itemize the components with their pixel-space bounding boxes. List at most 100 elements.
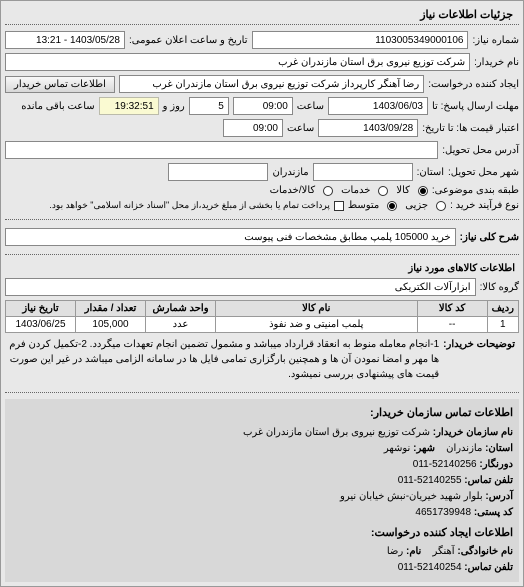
delivery-city-label: شهر محل تحویل: — [448, 167, 519, 178]
cell-code: -- — [417, 317, 487, 333]
contact-info-block: اطلاعات تماس سازمان خریدار: نام سازمان خ… — [5, 399, 519, 582]
col-row: ردیف — [487, 301, 518, 317]
contact-heading: اطلاعات تماس سازمان خریدار: — [11, 405, 513, 423]
notes-row: توضیحات خریدار: 1-انجام معامله منوط به ا… — [5, 333, 519, 386]
col-qty: تعداد / مقدار — [76, 301, 146, 317]
contact-postal-line: کد پستی: 4651739948 — [11, 505, 513, 521]
creator-field: رضا آهنگر کارپرداز شرکت توزیع نیروی برق … — [119, 75, 424, 93]
group-row: گروه کالا: ابزارآلات الکتریکی — [5, 276, 519, 298]
details-panel: جزئیات اطلاعات نیاز شماره نیاز: 11030053… — [0, 0, 524, 587]
contact-loc-line: استان: مازندران شهر: نوشهر — [11, 441, 513, 457]
requester-name-label: نام: — [406, 546, 421, 557]
province-field — [313, 163, 413, 181]
contact-org-line: نام سازمان خریدار: شرکت توزیع نیروی برق … — [11, 425, 513, 441]
items-section-title: اطلاعات کالاهای مورد نیاز — [5, 261, 519, 276]
col-unit: واحد شمارش — [146, 301, 216, 317]
process-row: نوع فرآیند خرید : جزیی متوسط پرداخت تمام… — [5, 198, 519, 213]
contact-address-label: آدرس: — [485, 491, 513, 502]
table-header-row: ردیف کد کالا نام کالا واحد شمارش تعداد /… — [6, 301, 519, 317]
buyer-name-label: نام خریدار: — [474, 57, 519, 68]
validity-label: اعتبار قیمت ها: تا تاریخ: — [422, 123, 519, 134]
contact-address-line: آدرس: بلوار شهید خیریان-نبش خیابان نیرو — [11, 489, 513, 505]
contact-postal-label: کد پستی: — [474, 507, 513, 518]
buyer-name-field: شرکت توزیع نیروی برق استان مازندران غرب — [5, 53, 470, 71]
province-word: استان: — [417, 167, 444, 178]
group-field: ابزارآلات الکتریکی — [5, 278, 476, 296]
group-label: گروه کالا: — [480, 282, 519, 293]
contact-fax-label: دورنگار: — [479, 459, 513, 470]
divider-1 — [5, 219, 519, 220]
deadline-reply-label: مهلت ارسال پاسخ: تا — [432, 101, 519, 112]
divider-3 — [5, 392, 519, 393]
time-label-2: ساعت — [287, 123, 314, 134]
validity-time: 09:00 — [223, 119, 283, 137]
cell-row: 1 — [487, 317, 518, 333]
contact-address: بلوار شهید خیریان-نبش خیابان نیرو — [340, 491, 483, 502]
notes-text: 1-انجام معامله منوط به انعقاد قرارداد می… — [9, 337, 439, 382]
public-date-label: تاریخ و ساعت اعلان عمومی: — [129, 35, 248, 46]
radio-goods-services-label: کالا/خدمات — [270, 185, 316, 196]
deadline-reply-date: 1403/06/03 — [328, 97, 428, 115]
col-code: کد کالا — [417, 301, 487, 317]
radio-services-label: خدمات — [341, 185, 370, 196]
time-label-1: ساعت — [297, 101, 324, 112]
day-word: روز و — [163, 101, 185, 112]
delivery-addr-field — [5, 141, 438, 159]
requester-heading: اطلاعات ایجاد کننده درخواست: — [11, 525, 513, 543]
panel-title: جزئیات اطلاعات نیاز — [5, 5, 519, 25]
requester-phone-line: تلفن تماس: 52140254-011 — [11, 560, 513, 576]
requester-name: رضا — [387, 546, 403, 557]
buyer-name-row: نام خریدار: شرکت توزیع نیروی برق استان م… — [5, 51, 519, 73]
remaining-time: 19:32:51 — [99, 97, 159, 115]
radio-goods-services[interactable] — [323, 186, 333, 196]
creator-row: ایجاد کننده درخواست: رضا آهنگر کارپرداز … — [5, 73, 519, 95]
contact-city-label: شهر: — [413, 443, 435, 454]
contact-info-button[interactable]: اطلاعات تماس خریدار — [5, 76, 115, 93]
requester-phone-label: تلفن تماس: — [464, 562, 513, 573]
public-date-field: 1403/05/28 - 13:21 — [5, 31, 125, 49]
creator-label: ایجاد کننده درخواست: — [428, 79, 519, 90]
process-note: پرداخت تمام یا بخشی از مبلغ خرید،از محل … — [49, 200, 329, 211]
cell-name: پلمب امنیتی و ضد نفوذ — [216, 317, 418, 333]
validity-date: 1403/09/28 — [318, 119, 418, 137]
contact-org-label: نام سازمان خریدار: — [433, 427, 513, 438]
radio-partial-label: جزیی — [405, 200, 428, 211]
need-number-row: شماره نیاز: 1103005349000106 تاریخ و ساع… — [5, 29, 519, 51]
contact-org: شرکت توزیع نیروی برق استان مازندران غرب — [243, 427, 430, 438]
radio-services[interactable] — [378, 186, 388, 196]
delivery-addr-row: آدرس محل تحویل: — [5, 139, 519, 161]
category-radio-group: کالا خدمات کالا/خدمات — [270, 185, 428, 196]
contact-fax-line: دورنگار: 52140256-011 — [11, 457, 513, 473]
deadline-reply-time: 09:00 — [233, 97, 293, 115]
process-radio-group: جزیی متوسط — [348, 200, 446, 211]
requester-phone: 52140254-011 — [398, 562, 462, 573]
need-number-label: شماره نیاز: — [472, 35, 519, 46]
treasury-checkbox[interactable] — [334, 201, 344, 211]
remaining-days: 5 — [189, 97, 229, 115]
deadline-reply-row: مهلت ارسال پاسخ: تا 1403/06/03 ساعت 09:0… — [5, 95, 519, 117]
description-field: خرید 105000 پلمپ مطابق مشخصات فنی پیوست — [5, 228, 456, 246]
items-table: ردیف کد کالا نام کالا واحد شمارش تعداد /… — [5, 300, 519, 333]
remaining-label: ساعت باقی مانده — [21, 101, 94, 112]
delivery-city-row: شهر محل تحویل: استان: مازندران — [5, 161, 519, 183]
cell-qty: 105,000 — [76, 317, 146, 333]
description-label: شرح کلی نیاز: — [460, 232, 519, 243]
contact-fax: 52140256-011 — [413, 459, 477, 470]
process-label: نوع فرآیند خرید : — [450, 200, 519, 211]
radio-goods[interactable] — [418, 186, 428, 196]
radio-medium-label: متوسط — [348, 200, 379, 211]
cell-date: 1403/06/25 — [6, 317, 76, 333]
requester-family-label: نام خانوادگی: — [457, 546, 513, 557]
category-label: طبقه بندی موضوعی: — [432, 185, 519, 196]
city-word-label: مازندران — [272, 167, 308, 178]
radio-partial[interactable] — [436, 201, 446, 211]
validity-row: اعتبار قیمت ها: تا تاریخ: 1403/09/28 ساع… — [5, 117, 519, 139]
contact-phone: 52140255-011 — [398, 475, 462, 486]
col-date: تاریخ نیاز — [6, 301, 76, 317]
contact-province-label: استان: — [485, 443, 513, 454]
city-field — [168, 163, 268, 181]
category-row: طبقه بندی موضوعی: کالا خدمات کالا/خدمات — [5, 183, 519, 198]
requester-name-line: نام خانوادگی: آهنگر نام: رضا — [11, 544, 513, 560]
radio-medium[interactable] — [387, 201, 397, 211]
contact-phone-line: تلفن تماس: 52140255-011 — [11, 473, 513, 489]
